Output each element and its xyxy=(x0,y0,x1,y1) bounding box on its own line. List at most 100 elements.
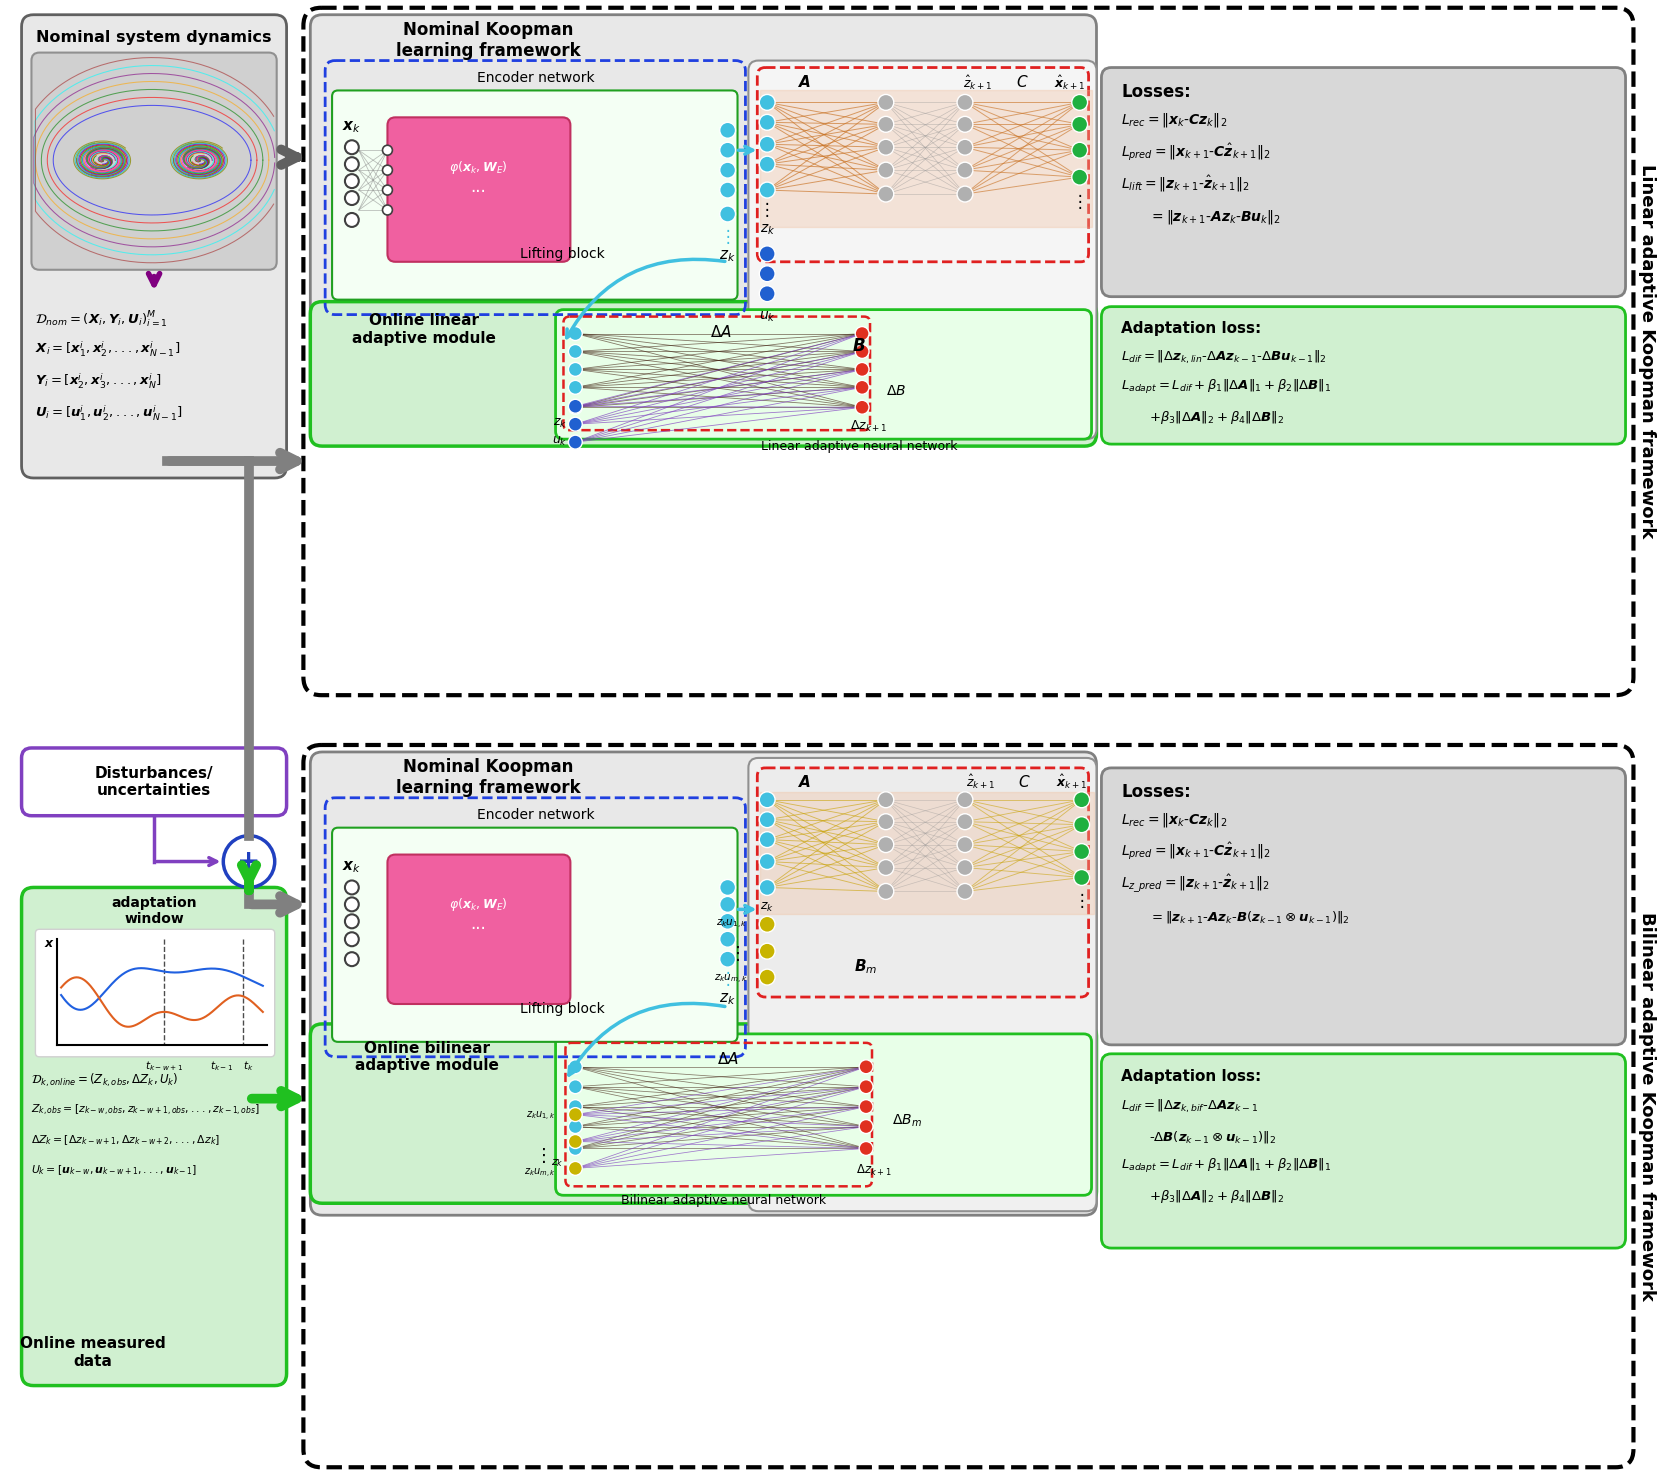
Circle shape xyxy=(345,191,359,206)
Polygon shape xyxy=(761,90,1091,226)
Text: $\boldsymbol{B}_m$: $\boldsymbol{B}_m$ xyxy=(854,958,877,977)
FancyBboxPatch shape xyxy=(1101,1054,1626,1248)
Text: Lifting block: Lifting block xyxy=(520,1002,605,1015)
Circle shape xyxy=(382,166,392,175)
Circle shape xyxy=(719,163,736,178)
Circle shape xyxy=(382,185,392,195)
Circle shape xyxy=(957,117,973,132)
Text: $L_{rec}=\|\boldsymbol{x}_k\text{-}\boldsymbol{C}\boldsymbol{z}_k\|_2$: $L_{rec}=\|\boldsymbol{x}_k\text{-}\bold… xyxy=(1121,811,1227,829)
Circle shape xyxy=(759,182,776,198)
Circle shape xyxy=(759,136,776,152)
Circle shape xyxy=(568,380,583,394)
Text: $\Delta Z_k=[\Delta z_{k-w+1},\Delta z_{k-w+2},...,\Delta z_k]$: $\Delta Z_k=[\Delta z_{k-w+1},\Delta z_{… xyxy=(32,1134,221,1147)
Circle shape xyxy=(382,145,392,155)
Text: $\mathcal{D}_{k,online}=(Z_{k,obs},\Delta Z_k, U_k)$: $\mathcal{D}_{k,online}=(Z_{k,obs},\Delt… xyxy=(32,1072,179,1089)
Text: $L_{pred}=\|\boldsymbol{x}_{k+1}\text{-}\boldsymbol{C}\hat{\boldsymbol{z}}_{k+1}: $L_{pred}=\|\boldsymbol{x}_{k+1}\text{-}… xyxy=(1121,841,1271,863)
FancyBboxPatch shape xyxy=(332,827,737,1042)
Circle shape xyxy=(759,95,776,111)
Text: Disturbances/
uncertainties: Disturbances/ uncertainties xyxy=(95,765,213,798)
Circle shape xyxy=(345,213,359,226)
Circle shape xyxy=(568,417,583,431)
Text: $\boldsymbol{X}_i=[\boldsymbol{x}_1^i,\boldsymbol{x}_2^i,...,\boldsymbol{x}_{N-1: $\boldsymbol{X}_i=[\boldsymbol{x}_1^i,\b… xyxy=(35,340,181,360)
FancyBboxPatch shape xyxy=(749,61,1096,440)
Circle shape xyxy=(1073,870,1090,885)
Text: ⋮: ⋮ xyxy=(719,228,736,246)
FancyBboxPatch shape xyxy=(1101,68,1626,296)
Text: $\Delta A$: $\Delta A$ xyxy=(716,1051,739,1067)
Circle shape xyxy=(345,175,359,188)
Text: $t_k$: $t_k$ xyxy=(243,1058,252,1073)
Text: Bilinear adaptive neural network: Bilinear adaptive neural network xyxy=(621,1194,826,1206)
FancyBboxPatch shape xyxy=(555,1035,1091,1196)
FancyBboxPatch shape xyxy=(757,768,1088,998)
Circle shape xyxy=(879,139,894,155)
Circle shape xyxy=(345,952,359,966)
Text: $u_k$: $u_k$ xyxy=(551,435,566,447)
Text: $\hat{\boldsymbol{x}}_{k+1}$: $\hat{\boldsymbol{x}}_{k+1}$ xyxy=(1055,74,1085,92)
Text: $t_{k-1}$: $t_{k-1}$ xyxy=(209,1058,233,1073)
Text: $+\beta_3\|\Delta\boldsymbol{A}\|_2+\beta_4\|\Delta\boldsymbol{B}\|_2$: $+\beta_3\|\Delta\boldsymbol{A}\|_2+\bet… xyxy=(1149,1188,1284,1205)
FancyBboxPatch shape xyxy=(311,1024,1096,1203)
Text: $z_ku_{1,k}$: $z_ku_{1,k}$ xyxy=(527,1110,555,1123)
Text: $Z_{k,obs}=[z_{k-w,obs},z_{k-w+1,obs},...,z_{k-1,obs}]$: $Z_{k,obs}=[z_{k-w,obs},z_{k-w+1,obs},..… xyxy=(32,1103,261,1119)
Circle shape xyxy=(345,881,359,894)
Text: adaptation
window: adaptation window xyxy=(111,897,198,926)
Circle shape xyxy=(223,836,274,888)
Text: $\boldsymbol{A}$: $\boldsymbol{A}$ xyxy=(797,74,812,90)
Circle shape xyxy=(879,186,894,203)
Text: $\Delta B$: $\Delta B$ xyxy=(885,385,905,398)
Circle shape xyxy=(568,1141,583,1156)
Text: ⋮: ⋮ xyxy=(729,946,747,963)
Text: $L_{z\_pred}=\|\boldsymbol{z}_{k+1}\text{-}\hat{\boldsymbol{z}}_{k+1}\|_2$: $L_{z\_pred}=\|\boldsymbol{z}_{k+1}\text… xyxy=(1121,872,1269,895)
Circle shape xyxy=(855,327,869,340)
Circle shape xyxy=(345,932,359,946)
Circle shape xyxy=(879,860,894,876)
Text: $\Delta z_{k+1}$: $\Delta z_{k+1}$ xyxy=(855,1163,892,1178)
Text: $\boldsymbol{x}_k$: $\boldsymbol{x}_k$ xyxy=(342,860,362,875)
Circle shape xyxy=(719,879,736,895)
Circle shape xyxy=(859,1141,874,1156)
FancyBboxPatch shape xyxy=(1101,768,1626,1045)
Circle shape xyxy=(345,141,359,154)
Circle shape xyxy=(568,363,583,376)
Circle shape xyxy=(957,139,973,155)
Text: Nominal Koopman
learning framework: Nominal Koopman learning framework xyxy=(395,21,581,61)
Text: $L_{adapt}=L_{dif}+\beta_1\|\Delta\boldsymbol{A}\|_1+\beta_2\|\Delta\boldsymbol{: $L_{adapt}=L_{dif}+\beta_1\|\Delta\bolds… xyxy=(1121,379,1332,397)
Text: Online linear
adaptive module: Online linear adaptive module xyxy=(352,314,497,346)
Circle shape xyxy=(879,792,894,808)
Circle shape xyxy=(957,836,973,852)
Text: ...: ... xyxy=(470,178,487,195)
Circle shape xyxy=(719,913,736,929)
Circle shape xyxy=(759,854,776,870)
Text: $\boldsymbol{Y}_i=[\boldsymbol{x}_2^i,\boldsymbol{x}_3^i,...,\boldsymbol{x}^i_N]: $\boldsymbol{Y}_i=[\boldsymbol{x}_2^i,\b… xyxy=(35,371,163,391)
Text: Adaptation loss:: Adaptation loss: xyxy=(1121,321,1261,336)
Polygon shape xyxy=(761,792,1093,915)
Circle shape xyxy=(859,1100,874,1113)
Text: $\Delta A$: $\Delta A$ xyxy=(709,324,731,339)
Text: Encoder network: Encoder network xyxy=(477,808,595,821)
Text: $z_ku_{m,k}$: $z_ku_{m,k}$ xyxy=(523,1166,555,1180)
Circle shape xyxy=(759,266,776,281)
Text: $\varphi(\boldsymbol{x}_k,\boldsymbol{W}_E)$: $\varphi(\boldsymbol{x}_k,\boldsymbol{W}… xyxy=(448,158,508,176)
Circle shape xyxy=(879,884,894,900)
Circle shape xyxy=(719,142,736,158)
Circle shape xyxy=(855,363,869,376)
Circle shape xyxy=(568,345,583,358)
Circle shape xyxy=(1071,95,1088,111)
Text: ⋮: ⋮ xyxy=(759,201,776,219)
Circle shape xyxy=(759,246,776,262)
Circle shape xyxy=(568,1060,583,1074)
Circle shape xyxy=(568,327,583,340)
Text: $\mathcal{D}_{nom}=(\boldsymbol{X}_i,\boldsymbol{Y}_i,\boldsymbol{U}_i)_{i=1}^M$: $\mathcal{D}_{nom}=(\boldsymbol{X}_i,\bo… xyxy=(35,309,168,330)
Text: Lifting block: Lifting block xyxy=(520,247,605,260)
FancyBboxPatch shape xyxy=(332,90,737,299)
Text: $U_k=[\boldsymbol{u}_{k-w},\boldsymbol{u}_{k-w+1},...,\boldsymbol{u}_{k-1}]$: $U_k=[\boldsymbol{u}_{k-w},\boldsymbol{u… xyxy=(32,1163,198,1177)
Circle shape xyxy=(719,182,736,198)
Text: $z_k$: $z_k$ xyxy=(553,417,566,429)
Text: $L_{pred}=\|\boldsymbol{x}_{k+1}\text{-}\boldsymbol{C}\hat{\boldsymbol{z}}_{k+1}: $L_{pred}=\|\boldsymbol{x}_{k+1}\text{-}… xyxy=(1121,142,1271,163)
Circle shape xyxy=(345,897,359,912)
Text: $\Delta B_m$: $\Delta B_m$ xyxy=(892,1113,922,1129)
Circle shape xyxy=(759,792,776,808)
Circle shape xyxy=(1071,169,1088,185)
FancyBboxPatch shape xyxy=(32,53,277,269)
